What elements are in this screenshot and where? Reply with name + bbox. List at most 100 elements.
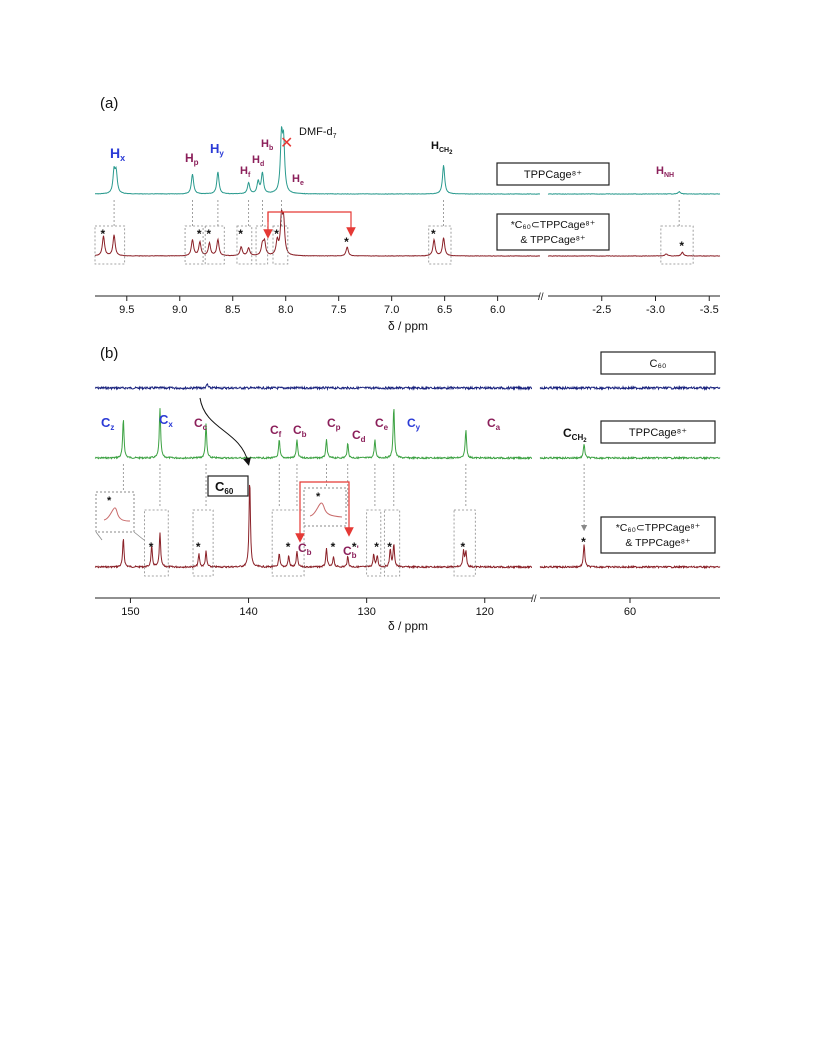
panel-b-x-axis-label: δ / ppm [388,619,428,633]
x-tick-label: 6.0 [490,304,505,316]
panel-a-legend-complex-line1: *C₆₀⊂TPPCage⁸⁺ [511,219,596,231]
label-cc: Cc [194,416,208,432]
panel-b-axis-break: // [531,594,537,605]
x-tick-label: 9.5 [119,304,134,316]
inset-middle: * [303,487,347,527]
dmf-cross-icon: ✕ [280,135,293,152]
panel-a-axis-break: // [538,292,544,303]
panel-b-legend-c60-box [600,351,716,375]
panel-b-legend-complex-line2: & TPPCage⁸⁺ [625,537,690,549]
panel-b-connectors [122,464,588,577]
panel-a-legend-tppcage: TPPCage⁸⁺ [524,169,582,181]
zoom-box [428,225,452,265]
label-cf: Cf [270,423,282,439]
label-cb-complex: Cb [298,541,312,557]
label-hb: Hb [261,138,273,152]
x-tick-label: 6.5 [437,304,452,316]
panel-b-legend-complex-box [600,516,716,554]
zoom-box [383,509,401,577]
label-cp: Cp [327,416,341,432]
panel-a-legend-tppcage-box [496,162,610,186]
star-marker: * [238,227,243,241]
c60-curve-arrow [199,397,251,466]
zoom-box [144,509,169,577]
label-cy: Cy [407,416,421,432]
star-marker: * [344,235,349,249]
label-cd: Cd [352,428,366,444]
label-hd: Hd [252,154,264,168]
star-marker: * [274,227,279,241]
x-tick-label: 9.0 [172,304,187,316]
panel-b-legend-complex-line1: *C₆₀⊂TPPCage⁸⁺ [616,522,701,534]
star-marker: * [331,540,336,554]
label-hf: Hf [240,165,251,179]
star-marker: * [286,540,291,554]
zoom-box [271,509,305,577]
zoom-box [272,225,289,265]
star-marker: * [100,227,105,241]
star-marker: * [581,535,586,549]
label-cx: Cx [159,412,173,429]
x-tick-label: 120 [476,606,494,618]
star-marker: * [197,227,202,241]
c60-box-label: C60 [215,479,234,496]
panel-b-peak-labels: Cz Cx Cc Cf Cb Cp Cd Ce Cy Ca CCH2 Cb Cb… [101,412,587,560]
panel-b-legend-c60: C₆₀ [650,358,667,370]
panel-a-x-axis-label: δ / ppm [388,319,428,333]
zoom-box [192,509,214,577]
star-marker: * [352,540,357,554]
label-cch2: CCH2 [563,426,587,444]
x-tick-label: 7.0 [384,304,399,316]
panel-b-shift-arrow-b [343,481,354,537]
x-tick-label: 7.5 [331,304,346,316]
x-tick-label: 8.5 [225,304,240,316]
label-cb: Cb [293,423,307,439]
label-hp: Hp [185,151,199,167]
svg-text:*: * [316,491,321,503]
panel-a-spectrum-tppcage [95,126,721,195]
panel-a-legend-complex-box [496,213,610,251]
label-dmf: DMF-d7 [299,126,337,140]
x-tick-label: -3.5 [700,304,719,316]
zoom-box [660,225,694,265]
star-marker: * [206,227,211,241]
zoom-box [94,225,126,265]
panel-b-spectrum-tppcage [94,408,721,461]
x-tick-label: 8.0 [278,304,293,316]
star-marker: * [460,540,465,554]
label-cz: Cz [101,415,114,432]
panel-a-legend-complex-line2: & TPPCage⁸⁺ [520,234,585,246]
label-hx: Hx [110,145,125,163]
inset-left: * [95,491,145,541]
star-marker: * [149,540,154,554]
panel-b-legend-tppcage-box [600,420,716,444]
x-tick-label: 150 [121,606,139,618]
panel-a-label: (a) [100,95,118,112]
panel-b-label: (b) [100,345,118,362]
zoom-box [453,509,476,577]
label-hch2: HCH2 [431,140,453,156]
panel-a-spectrum-complex [95,209,721,257]
label-ce: Ce [375,416,389,432]
zoom-box [236,225,253,265]
label-ca: Ca [487,416,501,432]
star-marker: * [387,540,392,554]
zoom-box [204,225,225,265]
panel-b-legend-tppcage: TPPCage⁸⁺ [629,427,687,439]
panel-b-shift-arrow-a [295,481,343,543]
zoom-box [184,225,204,265]
panel-b-x-ticks: 150 140 130 120 60 [121,598,636,618]
x-tick-label: 130 [357,606,375,618]
x-tick-label: -3.0 [646,304,665,316]
star-marker: * [431,227,436,241]
star-markers: * * * * * * * * * * * * * * * * * [100,227,684,554]
x-tick-label: 60 [624,606,636,618]
star-marker: * [196,540,201,554]
panel-a-x-ticks: 9.5 9.0 8.5 8.0 7.5 7.0 6.5 6.0 -2.5 -3.0 -3.5 [119,296,719,316]
c60-box [207,475,249,497]
label-hy: Hy [210,141,224,158]
label-hnh: HNH [656,165,674,179]
x-tick-label: -2.5 [592,304,611,316]
panel-b-spectrum-c60 [94,383,721,392]
